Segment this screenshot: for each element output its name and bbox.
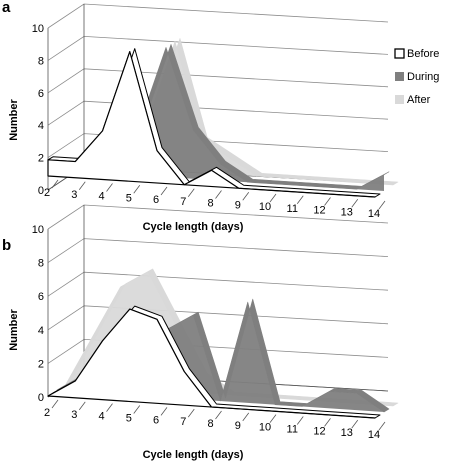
series-area xyxy=(47,308,376,419)
x-tick-mark xyxy=(160,186,168,196)
panel-a-letter: a xyxy=(2,0,11,16)
legend-swatch-during xyxy=(395,72,404,81)
legend-swatch-after xyxy=(395,95,404,104)
x-tick-label: 2 xyxy=(44,187,50,199)
x-tick-label: 12 xyxy=(313,205,325,217)
x-tick-mark xyxy=(51,179,59,189)
gridline xyxy=(47,35,389,61)
x-tick-label: 11 xyxy=(287,203,298,215)
y-tick-label: 4 xyxy=(38,325,44,337)
x-tick-mark xyxy=(378,421,386,431)
panel-b-letter: b xyxy=(2,237,11,254)
panel-b-ylabel: Number xyxy=(8,309,20,351)
x-tick-mark xyxy=(51,399,59,409)
x-tick-label: 4 xyxy=(98,191,104,203)
x-tick-mark xyxy=(78,181,86,190)
x-tick-label: 12 xyxy=(313,425,325,437)
x-tick-mark xyxy=(296,195,304,204)
x-tick-label: 6 xyxy=(153,414,159,426)
y-tick-label: 2 xyxy=(38,153,44,165)
x-tick-mark xyxy=(351,199,359,208)
legend-swatch-before xyxy=(394,48,405,59)
x-tick-mark xyxy=(160,407,168,416)
x-tick-label: 8 xyxy=(207,198,213,210)
gridline xyxy=(47,238,389,263)
y-tick-label: 10 xyxy=(32,23,44,35)
y-tick-label: 0 xyxy=(38,185,44,197)
y-tick-label: 10 xyxy=(32,224,44,236)
x-tick-label: 13 xyxy=(341,206,353,218)
x-tick-label: 3 xyxy=(71,189,77,201)
panel-a-xlabel: Cycle length (days) xyxy=(143,221,244,233)
x-tick-label: 4 xyxy=(98,411,104,423)
x-tick-mark xyxy=(133,405,141,414)
x-tick-mark xyxy=(324,418,331,427)
x-tick-mark xyxy=(269,193,277,203)
x-tick-label: 8 xyxy=(207,418,213,430)
panel-b-xlabel: Cycle length (days) xyxy=(143,449,244,461)
x-tick-mark xyxy=(242,192,250,201)
x-tick-label: 14 xyxy=(368,429,380,441)
x-tick-label: 3 xyxy=(71,409,77,421)
legend-label-before: Before xyxy=(407,48,439,60)
y-tick-label: 0 xyxy=(38,392,44,404)
x-tick-mark xyxy=(324,197,331,206)
series-area xyxy=(47,51,376,198)
x-tick-mark xyxy=(187,188,195,197)
x-tick-mark xyxy=(133,185,141,194)
x-tick-label: 10 xyxy=(259,422,271,434)
y-tick-label: 6 xyxy=(38,291,44,303)
x-tick-mark xyxy=(269,414,277,423)
x-tick-label: 13 xyxy=(341,427,353,439)
gridline xyxy=(47,3,389,29)
y-tick-label: 2 xyxy=(38,358,44,370)
x-tick-label: 6 xyxy=(153,194,159,206)
legend-label-during: During xyxy=(407,71,439,83)
legend: Before During After xyxy=(394,48,439,106)
x-tick-label: 14 xyxy=(368,208,380,220)
x-tick-mark xyxy=(215,190,222,199)
x-tick-label: 11 xyxy=(287,424,298,436)
x-tick-label: 7 xyxy=(180,196,186,208)
x-tick-mark xyxy=(78,401,86,411)
x-tick-mark xyxy=(351,419,359,429)
gridline xyxy=(47,68,389,94)
x-tick-mark xyxy=(378,200,386,210)
gridline xyxy=(47,100,389,126)
x-tick-mark xyxy=(187,408,195,418)
x-tick-label: 5 xyxy=(126,413,132,425)
y-tick-label: 8 xyxy=(38,258,44,270)
x-tick-mark xyxy=(106,183,113,192)
x-tick-mark xyxy=(215,410,222,420)
series-before xyxy=(47,48,381,198)
legend-label-after: After xyxy=(407,94,431,106)
x-tick-mark xyxy=(242,412,250,422)
x-tick-label: 2 xyxy=(44,407,50,419)
x-tick-label: 9 xyxy=(235,420,241,432)
x-tick-mark xyxy=(296,416,304,425)
x-tick-mark xyxy=(106,403,113,412)
y-tick-label: 8 xyxy=(38,55,44,67)
x-tick-label: 9 xyxy=(235,199,241,211)
panel-a-ylabel: Number xyxy=(8,99,20,141)
x-tick-label: 5 xyxy=(126,192,132,204)
y-tick-label: 6 xyxy=(38,88,44,100)
y-tick-label: 4 xyxy=(38,120,44,132)
gridline xyxy=(47,271,389,297)
x-tick-label: 7 xyxy=(180,416,186,428)
x-tick-label: 10 xyxy=(259,201,271,213)
series-before xyxy=(47,305,381,419)
